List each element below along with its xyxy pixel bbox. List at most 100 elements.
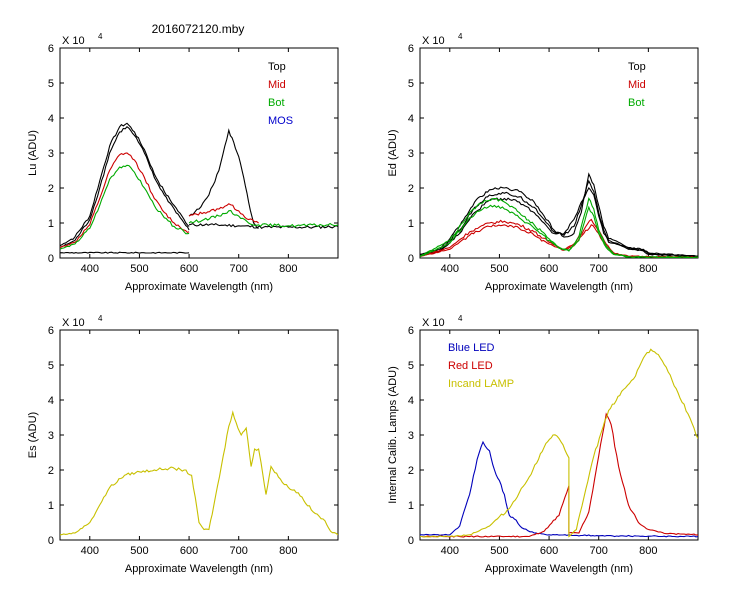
x-tick-label: 700 — [230, 545, 248, 557]
series-line — [420, 412, 698, 538]
x-tick-label: 400 — [441, 263, 459, 275]
y-tick-label: 1 — [48, 218, 54, 230]
y-tick-label: 0 — [48, 253, 54, 265]
series-line — [60, 152, 190, 248]
y-tick-label: 6 — [408, 325, 414, 337]
y-tick-label: 5 — [48, 360, 54, 372]
series-line — [60, 122, 190, 247]
legend-entry: Bot — [268, 97, 285, 109]
x-tick-label: 700 — [230, 263, 248, 275]
y-tick-label: 6 — [48, 325, 54, 337]
y-tick-label: 0 — [48, 535, 54, 547]
axis-multiplier-exponent: 4 — [458, 314, 463, 323]
series-line — [420, 204, 698, 258]
series-line — [188, 203, 259, 224]
x-tick-label: 500 — [490, 545, 508, 557]
axis-multiplier-exponent: 4 — [458, 32, 463, 41]
y-tick-label: 4 — [408, 113, 414, 125]
y-tick-label: 6 — [408, 43, 414, 55]
x-axis-label: Approximate Wavelength (nm) — [125, 281, 273, 293]
y-tick-label: 5 — [408, 78, 414, 90]
x-tick-label: 700 — [590, 263, 608, 275]
series-line — [60, 126, 190, 248]
x-tick-label: 600 — [540, 545, 558, 557]
y-tick-label: 3 — [408, 430, 414, 442]
y-tick-label: 4 — [48, 395, 54, 407]
y-tick-label: 1 — [48, 500, 54, 512]
series-group — [420, 172, 698, 258]
x-tick-label: 500 — [130, 545, 148, 557]
x-tick-label: 700 — [590, 545, 608, 557]
x-axis-label: Approximate Wavelength (nm) — [485, 563, 633, 575]
series-line — [420, 348, 698, 538]
panel-es: 400 500 600 700 800 0 1 2 3 4 5 6 X 10 4 Approximate W… — [27, 314, 339, 575]
y-tick-label: 4 — [48, 113, 54, 125]
x-tick-label: 600 — [180, 545, 198, 557]
x-axis-label: Approximate Wavelength (nm) — [485, 281, 633, 293]
plot-frame — [419, 47, 699, 259]
x-tick-label: 400 — [441, 545, 459, 557]
series-group — [420, 348, 698, 538]
series-line — [188, 209, 338, 228]
y-tick-label: 0 — [408, 535, 414, 547]
series-line — [188, 128, 259, 229]
y-axis-label: Es (ADU) — [27, 412, 39, 458]
legend-entry: Incand LAMP — [448, 378, 514, 390]
y-axis-label: Ed (ADU) — [387, 129, 399, 176]
axis-multiplier: X 10 — [62, 317, 85, 329]
y-tick-label: 4 — [408, 395, 414, 407]
series-line — [60, 410, 338, 536]
series-line — [420, 218, 698, 258]
x-tick-label: 800 — [279, 263, 297, 275]
x-tick-label: 500 — [490, 263, 508, 275]
x-tick-label: 400 — [81, 545, 99, 557]
x-tick-label: 800 — [279, 545, 297, 557]
series-group — [60, 410, 338, 536]
axis-multiplier: X 10 — [422, 317, 445, 329]
series-line — [420, 172, 698, 257]
panel-lamps: 400 500 600 700 800 0 1 2 3 4 5 6 X 10 4 Approximate W… — [387, 314, 699, 575]
legend-entry: Red LED — [448, 360, 493, 372]
y-tick-label: 3 — [48, 148, 54, 160]
y-tick-label: 0 — [408, 253, 414, 265]
series-line — [60, 251, 190, 254]
legend-entry: Mid — [268, 79, 286, 91]
axis-multiplier-exponent: 4 — [98, 314, 103, 323]
legend-entry: Top — [628, 61, 646, 73]
x-tick-label: 400 — [81, 263, 99, 275]
legend-entry: Bot — [628, 97, 645, 109]
legend-entry: Top — [268, 61, 286, 73]
y-tick-label: 1 — [408, 500, 414, 512]
y-tick-label: 2 — [48, 465, 54, 477]
x-tick-label: 800 — [639, 545, 657, 557]
y-axis-label: Lu (ADU) — [27, 130, 39, 176]
x-tick-label: 600 — [540, 263, 558, 275]
axis-multiplier: X 10 — [62, 35, 85, 47]
series-line — [420, 179, 698, 257]
axis-multiplier: X 10 — [422, 35, 445, 47]
axis-multiplier-exponent: 4 — [98, 32, 103, 41]
series-line — [188, 222, 338, 230]
x-tick-label: 500 — [130, 263, 148, 275]
y-tick-label: 2 — [408, 465, 414, 477]
y-tick-label: 2 — [48, 183, 54, 195]
y-tick-label: 3 — [408, 148, 414, 160]
x-axis-label: Approximate Wavelength (nm) — [125, 563, 273, 575]
series-line — [420, 440, 698, 538]
y-tick-label: 1 — [408, 218, 414, 230]
y-tick-label: 6 — [48, 43, 54, 55]
legend-entry: MOS — [268, 115, 293, 127]
x-tick-label: 600 — [180, 263, 198, 275]
y-tick-label: 5 — [48, 78, 54, 90]
plot-frame — [59, 329, 339, 541]
figure-title: 2016072120.mby — [152, 22, 245, 36]
series-group — [60, 122, 338, 254]
series-line — [420, 187, 698, 258]
y-tick-label: 2 — [408, 183, 414, 195]
series-line — [60, 164, 190, 250]
y-tick-label: 3 — [48, 430, 54, 442]
x-tick-label: 800 — [639, 263, 657, 275]
legend-entry: Blue LED — [448, 342, 495, 354]
panel-lu: 400 500 600 700 800 0 1 2 3 4 5 6 X 10 4 Approximate W… — [27, 32, 339, 293]
